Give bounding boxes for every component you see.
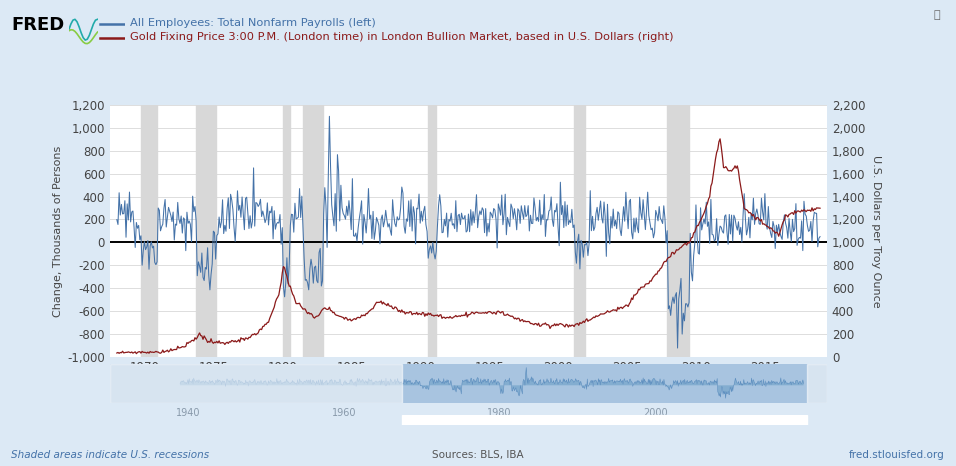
Text: Gold Fixing Price 3:00 P.M. (London time) in London Bullion Market, based in U.S: Gold Fixing Price 3:00 P.M. (London time… bbox=[130, 32, 674, 42]
Bar bbox=[110, 364, 402, 403]
Text: All Employees: Total Nonfarm Payrolls (left): All Employees: Total Nonfarm Payrolls (l… bbox=[130, 18, 376, 28]
Text: ⤢: ⤢ bbox=[933, 10, 940, 20]
Bar bbox=[667, 105, 689, 357]
Bar bbox=[303, 105, 322, 357]
Text: Sources: BLS, IBA: Sources: BLS, IBA bbox=[432, 451, 524, 460]
Bar bbox=[402, 415, 808, 425]
Bar bbox=[196, 105, 216, 357]
Text: Shaded areas indicate U.S. recessions: Shaded areas indicate U.S. recessions bbox=[11, 451, 209, 460]
Bar bbox=[141, 105, 157, 357]
Text: FRED: FRED bbox=[11, 16, 65, 34]
Y-axis label: U.S. Dollars per Troy Ounce: U.S. Dollars per Troy Ounce bbox=[871, 155, 880, 307]
Bar bbox=[575, 105, 584, 357]
Bar bbox=[428, 105, 436, 357]
Bar bbox=[283, 105, 291, 357]
Bar bbox=[808, 364, 827, 403]
Text: fred.stlouisfed.org: fred.stlouisfed.org bbox=[849, 451, 945, 460]
Y-axis label: Change, Thousands of Persons: Change, Thousands of Persons bbox=[54, 145, 63, 316]
